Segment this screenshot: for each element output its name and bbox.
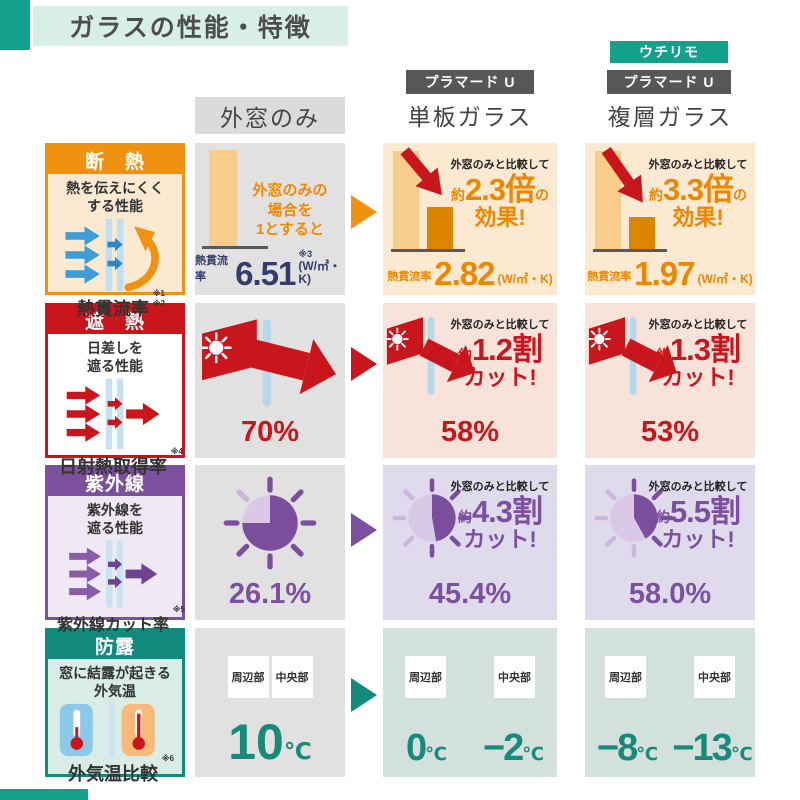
area-labels: 周辺部 中央部 — [195, 656, 345, 698]
column-header-double: 複層ガラス — [607, 104, 733, 130]
area-label-edge: 周辺部 — [405, 656, 446, 698]
cell-insulation-base: 外窓のみの 場合を 1とすると 熱貫流率 6.51 ※3 (W/㎡・K) — [195, 143, 345, 295]
area-label-center: 中央部 — [271, 656, 313, 698]
compare-block: 外窓のみと比較して 約4.3割 カット! — [450, 481, 550, 552]
area-labels: 周辺部 中央部 — [585, 656, 755, 698]
sun-arrow-icon — [385, 317, 475, 396]
title-accent-square — [0, 0, 30, 50]
area-label-center: 中央部 — [494, 656, 535, 698]
compare-block: 外窓のみと比較して 約5.5割 カット! — [648, 481, 748, 552]
row-desc-shading: 日差しを 遮る性能 — [87, 340, 143, 375]
value-uv-single: 45.4% — [428, 578, 512, 610]
sun-arrow-icon — [587, 317, 677, 396]
cell-uv-single: 外窓のみと比較して 約4.3割 カット! 45.4% — [383, 465, 557, 620]
down-arrow-icon — [400, 147, 442, 196]
row-arrow-uv — [345, 465, 383, 620]
cell-condensation-double: 周辺部 中央部 −8 ℃ −13 ℃ — [585, 628, 755, 777]
metric-insulation: 熱貫流率 ※1 ※2 — [77, 289, 165, 320]
u-value-double: 熱貫流率 1.97 (W/㎡・K) — [587, 254, 753, 292]
area-labels: 周辺部 中央部 — [383, 656, 557, 698]
compare-block: 外窓のみと比較して 約2.3倍の 効果! — [450, 159, 550, 230]
area-label-center: 中央部 — [694, 656, 735, 698]
cell-insulation-single: 外窓のみと比較して 約2.3倍の 効果! 熱貫流率 2.82 (W/㎡・K) — [383, 143, 557, 295]
compare-block: 外窓のみと比較して 約1.2割 カット! — [450, 319, 550, 390]
down-arrow-icon — [601, 146, 643, 203]
row-label-insulation: 断 熱 熱を伝えにくく する性能 熱貫流率 ※1 ※2 — [45, 143, 185, 319]
temp-condensation-single: 0 ℃ −2 ℃ — [406, 726, 545, 769]
metric-condensation: 外気温比較 ※6 — [68, 754, 174, 785]
brand-badge-double: プラマード U — [607, 70, 731, 94]
uv-sun-pie — [594, 478, 674, 558]
next-section-accent-bar — [0, 789, 88, 800]
row-desc-insulation: 熱を伝えにくく する性能 — [66, 180, 164, 215]
cell-shading-single: 外窓のみと比較して 約1.2割 カット! 58% — [383, 303, 557, 458]
cell-condensation-single: 周辺部 中央部 0 ℃ −2 ℃ — [383, 628, 557, 777]
series-badge-double: ウチリモ — [610, 41, 728, 63]
brand-badge-single: プラマード U — [406, 70, 534, 94]
area-label-edge: 周辺部 — [227, 656, 269, 698]
temp-condensation-double: −8 ℃ −13 ℃ — [596, 726, 753, 769]
compare-block: 外窓のみと比較して 約3.3倍の 効果! — [648, 159, 748, 230]
column-header-single: 単板ガラス — [407, 104, 533, 130]
cell-condensation-base: 周辺部 中央部 10 ℃ — [195, 628, 345, 777]
temp-condensation-base: 10 ℃ — [228, 714, 312, 770]
uv-block-icon — [69, 540, 158, 608]
value-shading-base: 70% — [240, 416, 300, 448]
metric-shading: 日射熱取得率 ※4 — [59, 447, 183, 478]
thermometer-icon — [59, 702, 155, 759]
cell-uv-double: 外窓のみと比較して 約5.5割 カット! 58.0% — [585, 465, 755, 620]
row-label-condensation: 防露 窓に結露が起きる 外気温 外気温比較 ※ — [45, 628, 185, 784]
row-label-shading: 遮 熱 日差しを 遮る性能 日射熱取得率 ※4 — [45, 303, 185, 477]
uv-sun-pie — [223, 476, 317, 570]
cell-shading-double: 外窓のみと比較して 約1.3割 カット! 53% — [585, 303, 755, 458]
row-header-shading: 遮 熱 — [48, 306, 182, 334]
cell-insulation-double: 外窓のみと比較して 約3.3倍の 効果! 熱貫流率 1.97 (W/㎡・K) — [585, 143, 755, 295]
value-shading-double: 53% — [640, 416, 700, 448]
row-desc-uv: 紫外線を 遮る性能 — [87, 502, 143, 537]
compare-block: 外窓のみと比較して 約1.3割 カット! — [648, 319, 748, 390]
insulation-bar-chart — [593, 145, 673, 257]
row-header-insulation: 断 熱 — [48, 146, 182, 174]
row-arrow-shading — [345, 303, 383, 458]
row-header-condensation: 防露 — [48, 631, 182, 659]
row-label-uv: 紫外線 紫外線を 遮る性能 紫外線カット率 ※5 — [45, 465, 185, 634]
u-value-base: 熱貫流率 6.51 ※3 (W/㎡・K) — [195, 248, 342, 292]
row-arrow-insulation — [345, 143, 383, 295]
area-label-edge: 周辺部 — [605, 656, 646, 698]
base-note: 外窓のみの 場合を 1とすると — [252, 182, 328, 238]
value-shading-single: 58% — [440, 416, 500, 448]
u-value-single: 熱貫流率 2.82 (W/㎡・K) — [387, 254, 553, 292]
insulation-icon — [65, 219, 159, 292]
row-header-uv: 紫外線 — [48, 468, 182, 496]
column-header-base: 外窓のみ — [195, 97, 345, 134]
metric-uv: 紫外線カット率 ※5 — [56, 605, 185, 635]
page-title: ガラスの性能・特徴 — [33, 6, 348, 46]
value-uv-base: 26.1% — [228, 578, 312, 610]
base-bar — [209, 150, 237, 246]
row-desc-condensation: 窓に結露が起きる 外気温 — [59, 665, 171, 700]
cell-shading-base: 70% — [195, 303, 345, 458]
uv-sun-pie — [392, 478, 472, 558]
chart-baseline — [202, 246, 268, 249]
heat-shading-icon — [66, 379, 160, 450]
cell-uv-base: 26.1% — [195, 465, 345, 620]
row-arrow-condensation — [345, 628, 383, 777]
insulation-bar-chart — [391, 145, 471, 257]
comparison-grid: 断 熱 熱を伝えにくく する性能 熱貫流率 ※1 ※2 — [45, 143, 755, 784]
value-uv-double: 58.0% — [628, 578, 712, 610]
sun-arrow-icon — [200, 319, 336, 407]
